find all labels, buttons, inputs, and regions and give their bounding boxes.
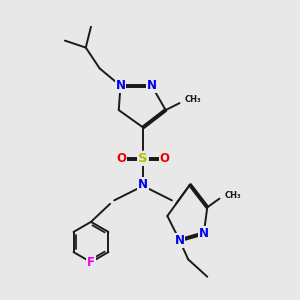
Text: F: F	[87, 256, 95, 269]
Text: N: N	[199, 227, 209, 240]
Text: N: N	[147, 79, 157, 92]
Text: N: N	[138, 178, 148, 191]
Text: CH₃: CH₃	[185, 95, 201, 104]
Text: S: S	[138, 152, 148, 165]
Text: O: O	[160, 152, 170, 165]
Text: N: N	[175, 234, 184, 247]
Text: N: N	[116, 79, 125, 92]
Text: CH₃: CH₃	[225, 190, 241, 200]
Text: O: O	[116, 152, 127, 165]
